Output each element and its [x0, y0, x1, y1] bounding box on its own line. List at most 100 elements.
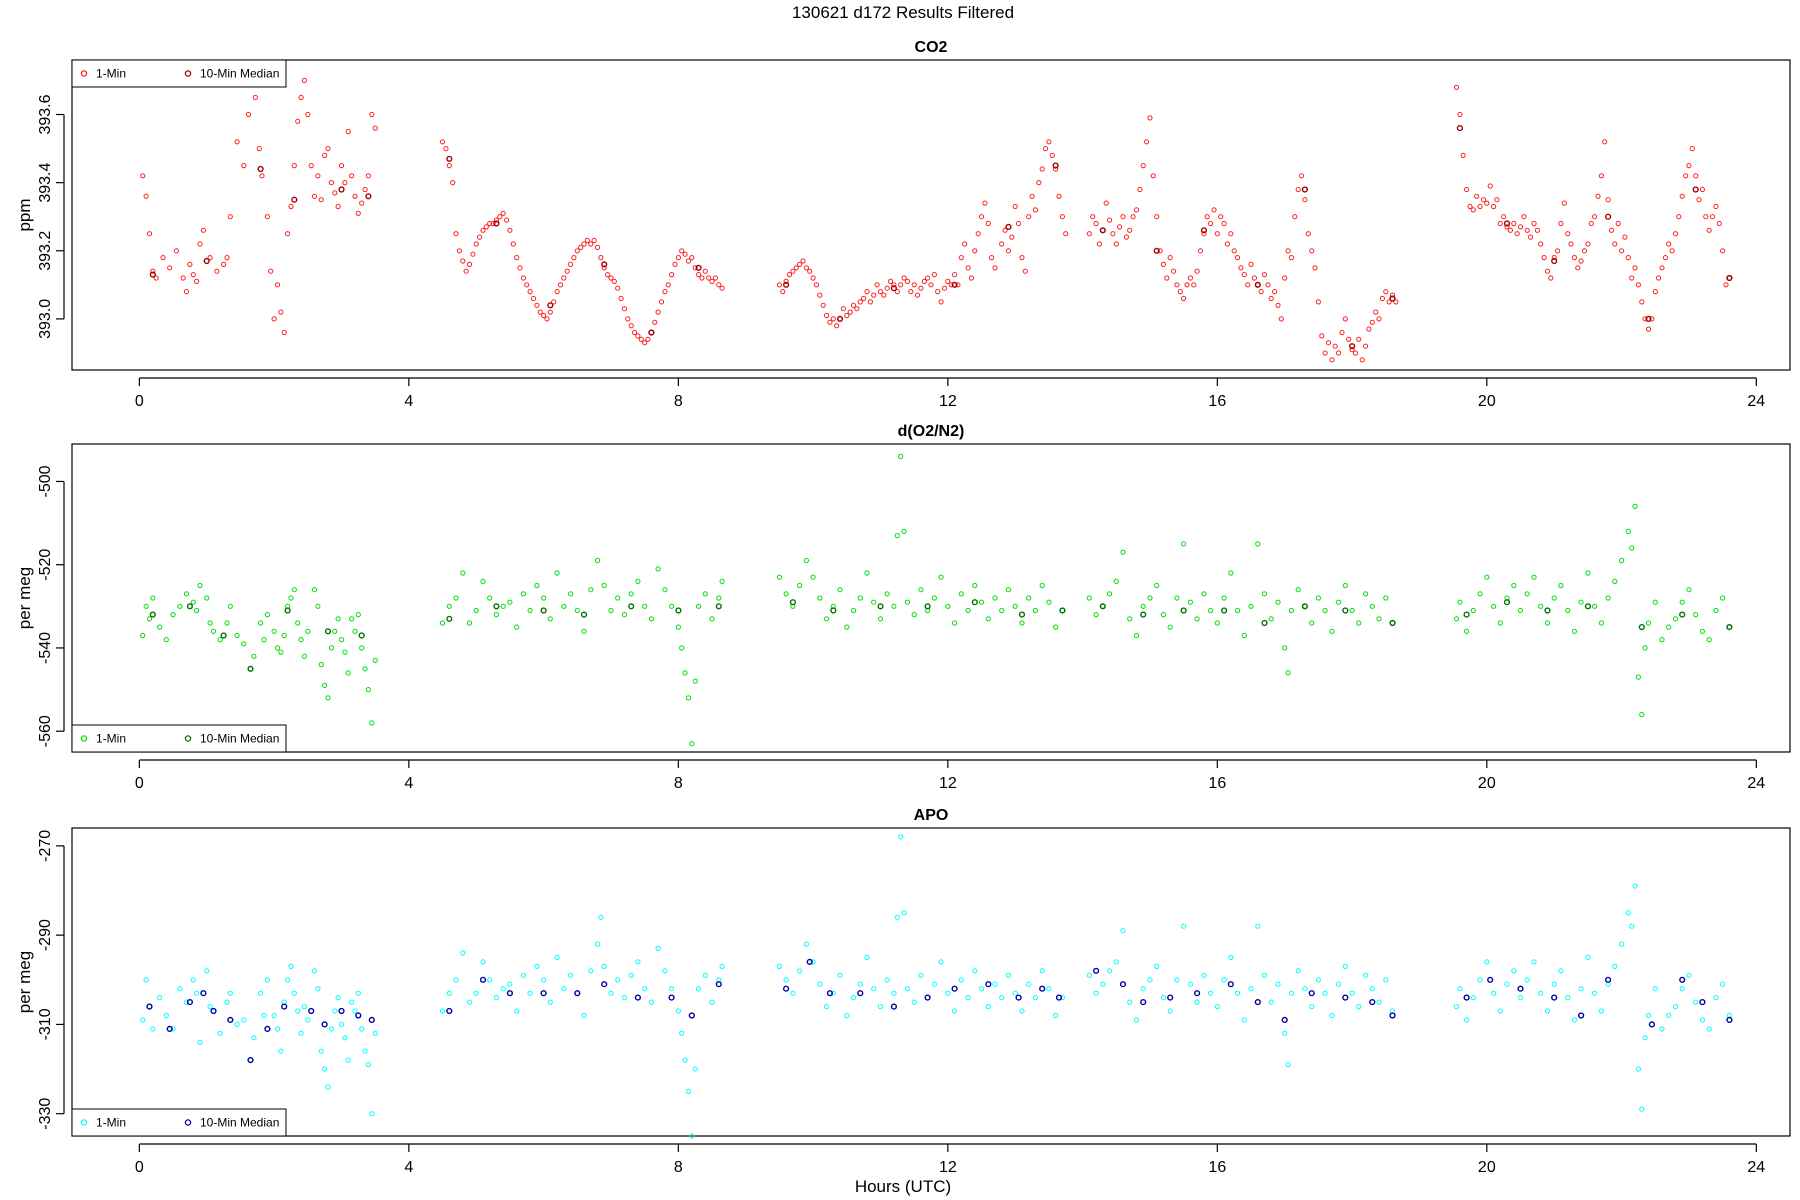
data-point: [1019, 1008, 1025, 1014]
data-point: [177, 986, 183, 992]
data-point: [1568, 241, 1574, 247]
data-point: [1053, 624, 1059, 630]
data-point: [281, 632, 287, 639]
data-point: [1706, 227, 1712, 233]
data-point: [311, 587, 318, 593]
data-point: [318, 662, 324, 668]
data-point: [574, 248, 580, 254]
data-point: [679, 1030, 685, 1036]
data-point: [1046, 139, 1052, 145]
x-tick-label: 12: [939, 393, 957, 410]
data-point: [318, 1048, 324, 1054]
data-point: [507, 599, 513, 605]
data-point: [288, 595, 294, 601]
data-point: [1191, 282, 1197, 288]
data-point: [355, 612, 361, 618]
data-point: [803, 557, 810, 564]
data-point: [985, 220, 991, 227]
data-point: [962, 241, 968, 247]
data-point: [308, 1007, 315, 1015]
data-point: [186, 603, 194, 610]
data-point: [1713, 203, 1719, 210]
data-point: [520, 591, 527, 597]
data-point: [1194, 268, 1200, 274]
legend-label: 10-Min Median: [200, 1116, 279, 1130]
data-point: [904, 278, 911, 284]
data-point: [844, 1012, 850, 1019]
data-point: [252, 94, 258, 101]
data-point: [958, 255, 964, 261]
data-point: [1140, 986, 1146, 992]
data-point: [581, 241, 587, 247]
data-point: [1578, 599, 1584, 605]
data-point: [632, 329, 638, 336]
data-point: [183, 999, 190, 1005]
data-point: [672, 261, 678, 267]
data-point: [635, 578, 641, 585]
data-point: [1275, 599, 1281, 605]
data-point: [820, 302, 826, 308]
data-point: [1194, 999, 1200, 1005]
data-point: [1140, 998, 1147, 1006]
data-point: [982, 200, 988, 206]
data-point: [1470, 995, 1476, 1001]
data-point: [1251, 275, 1258, 281]
data-point: [894, 533, 900, 539]
data-point: [1666, 1012, 1672, 1019]
legend-marker: [184, 735, 192, 742]
data-point: [291, 196, 298, 203]
data-point: [1652, 599, 1658, 605]
data-point: [1622, 234, 1628, 240]
data-point: [271, 1012, 277, 1019]
data-point: [782, 281, 790, 288]
data-point: [952, 620, 958, 626]
data-point: [1369, 998, 1376, 1006]
data-point: [1234, 607, 1241, 614]
data-point: [1504, 981, 1510, 987]
data-point: [1521, 214, 1527, 220]
data-point: [1194, 616, 1200, 622]
data-point: [210, 628, 217, 634]
data-point: [1288, 990, 1295, 996]
data-point: [1056, 193, 1062, 199]
data-point: [493, 612, 499, 618]
data-point: [598, 255, 604, 261]
data-point: [443, 146, 449, 152]
data-point: [1541, 255, 1547, 261]
data-point: [493, 220, 500, 227]
data-point: [315, 986, 321, 992]
data-point: [1376, 316, 1382, 322]
data-point: [257, 165, 264, 173]
data-point: [1019, 620, 1025, 626]
data-point: [234, 1021, 240, 1028]
data-point: [635, 959, 641, 965]
data-point: [1456, 125, 1464, 132]
data-point: [207, 1004, 213, 1010]
data-point: [1389, 295, 1396, 302]
data-point: [702, 268, 708, 274]
data-point: [506, 990, 514, 997]
data-point: [187, 261, 193, 267]
data-point: [921, 278, 927, 284]
data-point: [1592, 603, 1598, 609]
data-point: [971, 599, 978, 606]
data-point: [1157, 248, 1163, 254]
data-point: [1261, 591, 1268, 597]
data-point: [274, 645, 281, 651]
data-point: [1605, 595, 1611, 601]
data-point: [675, 255, 682, 261]
data-point: [153, 275, 159, 281]
data-point: [1147, 977, 1153, 983]
data-point: [258, 620, 264, 626]
data-point: [682, 1057, 688, 1063]
data-point: [1689, 146, 1695, 152]
x-tick-label: 16: [1208, 393, 1226, 410]
data-point: [615, 285, 621, 291]
data-point: [662, 587, 668, 593]
data-point: [143, 977, 149, 983]
data-point: [1524, 591, 1530, 597]
data-point: [318, 197, 324, 203]
data-point: [173, 248, 179, 254]
data-point: [1086, 595, 1092, 601]
data-point: [817, 981, 823, 987]
